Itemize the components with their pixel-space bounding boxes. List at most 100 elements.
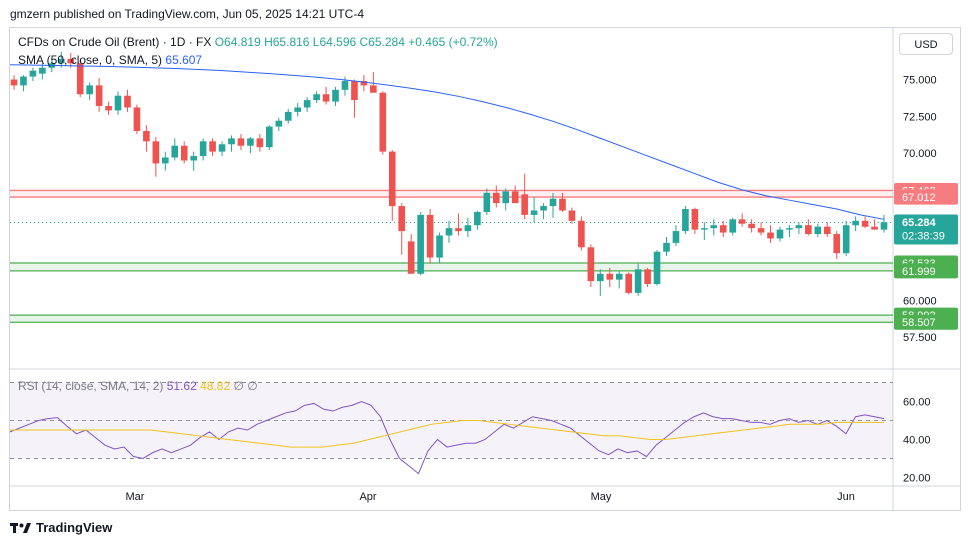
candle-up (190, 156, 197, 161)
candle-down (748, 223, 755, 229)
time-tick-label: Mar (126, 491, 145, 503)
candle-up (39, 67, 46, 74)
candle-up (776, 229, 784, 239)
candle-up (502, 191, 510, 204)
candle-up (57, 58, 65, 64)
candle-up (786, 228, 793, 230)
candle-up (663, 242, 670, 252)
candle-up (842, 225, 850, 254)
candle-up (171, 145, 179, 158)
candle-down (568, 210, 576, 221)
candle-up (596, 273, 604, 282)
candle-up (483, 192, 491, 212)
candle-down (823, 226, 831, 235)
candle-up (436, 235, 443, 258)
candle-down (379, 92, 387, 152)
candle-down (559, 198, 566, 211)
candle-down (511, 191, 519, 204)
candle-down (492, 192, 500, 204)
zone-support (10, 262, 893, 271)
candle-up (294, 107, 302, 112)
price-label-box-support (894, 263, 958, 279)
candle-down (871, 226, 878, 230)
candle-up (332, 89, 339, 102)
candle-down (370, 85, 377, 93)
candle-up (795, 225, 803, 229)
candle-up (445, 228, 453, 236)
rsi-extra: ∅ ∅ (233, 379, 258, 393)
candle-down (152, 141, 160, 164)
candle-up (266, 126, 273, 148)
candle-up (341, 80, 349, 90)
candle-up (852, 220, 859, 226)
candle-down (521, 194, 528, 215)
rsi-tick-label: 20.00 (903, 472, 931, 484)
candle-up (247, 138, 254, 146)
rsi-legend[interactable]: RSI (14, close, SMA, 14, 2) 51.62 48.82 … (18, 379, 258, 393)
countdown-label: 02:38:39 (902, 230, 945, 242)
price-tick-label: 70.000 (903, 148, 937, 160)
candle-down (738, 219, 746, 224)
sma-label: SMA (50, close, 0, SMA, 5) (18, 53, 163, 67)
candle-down (833, 234, 841, 254)
candle-up (672, 231, 680, 243)
time-tick-label: Jun (837, 491, 855, 503)
rsi-ma-value: 48.82 (200, 379, 231, 393)
candle-down (10, 79, 18, 86)
candle-down (757, 228, 765, 233)
price-tick-label: 75.000 (903, 75, 937, 87)
candle-down (625, 273, 632, 293)
brand-name: TradingView (36, 520, 113, 535)
candle-up (814, 226, 822, 235)
rsi-ma-line (10, 420, 884, 448)
candle-down (398, 206, 406, 232)
candle-down (587, 247, 595, 282)
candle-up (710, 225, 718, 229)
candle-down (767, 232, 774, 239)
candle-up (303, 100, 311, 108)
candle-up (701, 228, 708, 230)
publisher-line: gmzern published on TradingView.com, Jun… (10, 7, 364, 21)
time-tick-label: May (591, 491, 612, 503)
candle-up (549, 198, 557, 207)
candle-down (606, 273, 614, 280)
time-tick-label: Apr (359, 491, 376, 503)
candle-down (691, 209, 699, 230)
sma-legend[interactable]: SMA (50, close, 0, SMA, 5) 65.607 (18, 53, 202, 67)
zone-support (10, 315, 893, 323)
candle-down (360, 80, 368, 86)
price-panel: 75.00072.50070.00067.50065.00062.50060.0… (9, 28, 960, 510)
candle-down (124, 95, 131, 108)
candle-down (407, 241, 415, 274)
candle-down (388, 151, 396, 207)
time-axis: Mar Apr May Jun (10, 485, 960, 503)
candle-down (76, 63, 84, 95)
candle-up (218, 144, 226, 152)
candle-up (86, 85, 93, 95)
tradingview-logo-icon (10, 522, 31, 533)
candle-up (530, 210, 538, 215)
tradingview-footer[interactable]: TradingView (10, 520, 112, 535)
candle-up (161, 157, 169, 164)
symbol-legend[interactable]: CFDs on Crude Oil (Brent) · 1D · FX O64.… (18, 35, 498, 49)
price-label-current: 65.284 (902, 217, 937, 229)
candle-up (313, 94, 320, 101)
sma-value: 65.607 (165, 53, 203, 67)
currency-button[interactable]: USD (899, 33, 953, 55)
candle-down (133, 107, 141, 132)
symbol-name: CFDs on Crude Oil (Brent) · 1D · FX (18, 35, 212, 49)
rsi-tick-label: 60.00 (903, 397, 931, 409)
candle-down (180, 145, 188, 161)
price-label-support: 61.999 (902, 266, 936, 278)
candle-up (615, 273, 623, 280)
candle-up (20, 76, 27, 86)
candle-up (29, 70, 37, 77)
candle-up (634, 269, 642, 293)
candle-up (114, 95, 122, 111)
candle-down (426, 214, 434, 258)
candle-up (653, 251, 661, 285)
candle-down (578, 220, 585, 248)
price-label-box-resistance (894, 189, 958, 205)
price-tick-label: 60.000 (903, 295, 937, 307)
